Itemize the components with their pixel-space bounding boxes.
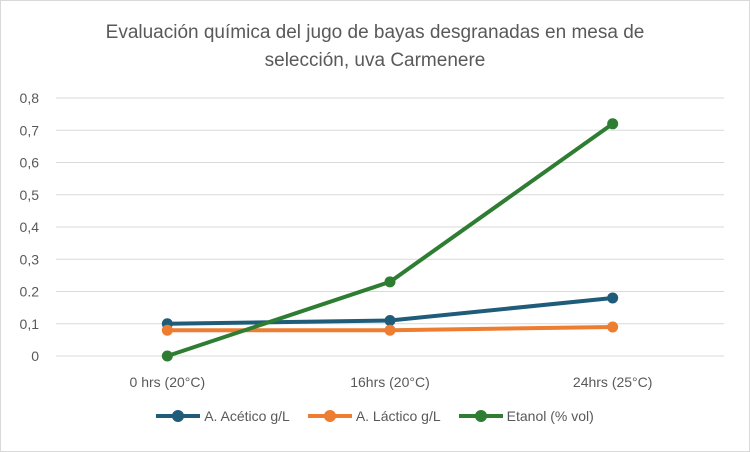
data-point	[607, 292, 619, 304]
y-tick-label: 0.2	[20, 284, 40, 300]
x-tick-label: 0 hrs (20°C)	[130, 374, 206, 390]
legend-item: Etanol (% vol)	[458, 408, 594, 424]
data-point	[161, 350, 173, 362]
chart-title-line-2: selección, uva Carmenere	[264, 50, 486, 71]
plot-area: 0 0,1 0.2 0,3 0,4 0,5 0,6 0,7 0,8 0 hrs (20°C) 16h…	[20, 90, 724, 390]
y-tick-label: 0	[31, 348, 39, 364]
data-point	[384, 324, 396, 336]
y-tick-label: 0,4	[20, 219, 40, 235]
legend-label: A. Acético g/L	[204, 408, 290, 424]
y-tick-label: 0,8	[20, 90, 40, 106]
data-point	[384, 276, 396, 288]
legend-label: A. Láctico g/L	[355, 408, 441, 424]
y-tick-label: 0,3	[20, 251, 40, 267]
data-point	[384, 315, 396, 327]
data-point	[607, 321, 619, 333]
chart-title-line-1: Evaluación química del jugo de bayas des…	[105, 22, 645, 43]
legend-item: A. Láctico g/L	[307, 408, 441, 424]
y-tick-label: 0,5	[20, 187, 40, 203]
y-tick-label: 0,6	[20, 155, 40, 171]
legend-marker	[172, 410, 185, 422]
legend-label: Etanol (% vol)	[506, 408, 594, 424]
chart-title: Evaluación química del jugo de bayas des…	[1, 19, 749, 75]
legend-item: A. Acético g/L	[156, 408, 290, 424]
chart-legend: A. Acético g/L A. Láctico g/L Etanol (% vo…	[1, 408, 749, 424]
data-point	[607, 118, 619, 130]
x-tick-label: 16hrs (20°C)	[350, 374, 430, 390]
legend-marker	[474, 410, 487, 422]
data-point	[161, 324, 173, 336]
legend-swatch	[458, 409, 503, 423]
legend-swatch	[307, 409, 352, 423]
x-tick-label: 24hrs (25°C)	[573, 374, 653, 390]
legend-swatch	[156, 409, 201, 423]
legend-marker	[323, 410, 336, 422]
y-tick-label: 0,7	[20, 122, 40, 138]
y-tick-label: 0,1	[20, 316, 40, 332]
